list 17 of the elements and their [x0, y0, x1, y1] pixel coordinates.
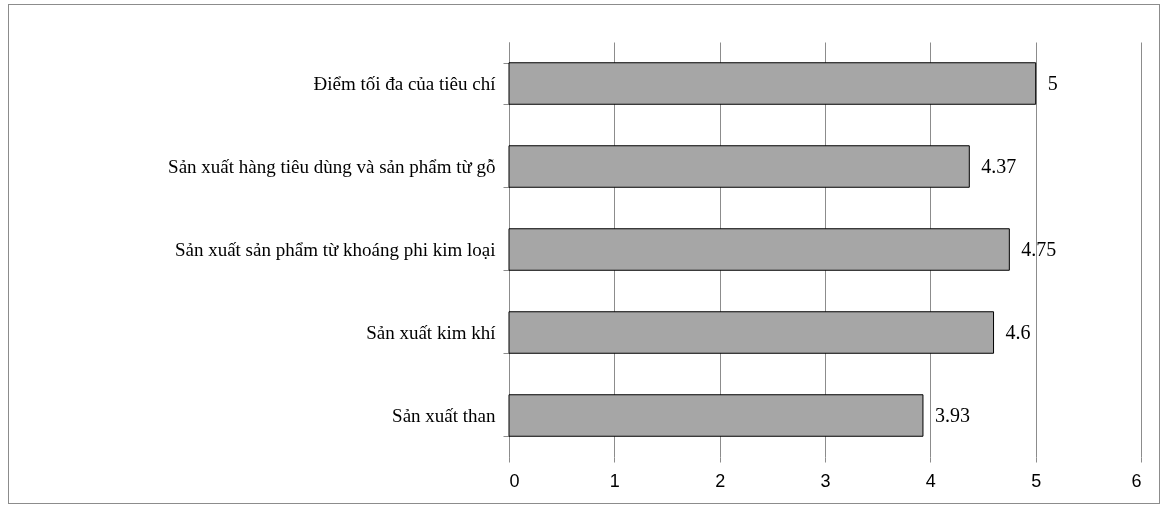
y-tick-label: Sản xuất kim khí: [366, 322, 497, 343]
data-label: 5: [1047, 71, 1058, 94]
x-tick-label: 6: [1131, 470, 1142, 491]
y-tick-label: Điểm tối đa của tiêu chí: [313, 73, 497, 94]
x-tick-label: 1: [609, 470, 620, 491]
x-tick-label: 4: [925, 470, 936, 491]
x-tick-label: 3: [820, 470, 831, 491]
y-tick-label: Sản xuất hàng tiêu dùng và sản phẩm từ gỗ: [168, 156, 496, 177]
data-label: 4.75: [1021, 237, 1057, 260]
x-tick-label: 0: [509, 470, 520, 491]
y-tick-label: Sản xuất than: [392, 405, 496, 426]
y-tick-label: Sản xuất sản phẩm từ khoáng phi kim loại: [174, 239, 496, 260]
data-label: 3.93: [934, 403, 970, 426]
data-label: 4.6: [1005, 320, 1031, 343]
data-label: 4.37: [981, 154, 1017, 177]
x-tick-label: 2: [715, 470, 726, 491]
x-tick-label: 5: [1031, 470, 1042, 491]
